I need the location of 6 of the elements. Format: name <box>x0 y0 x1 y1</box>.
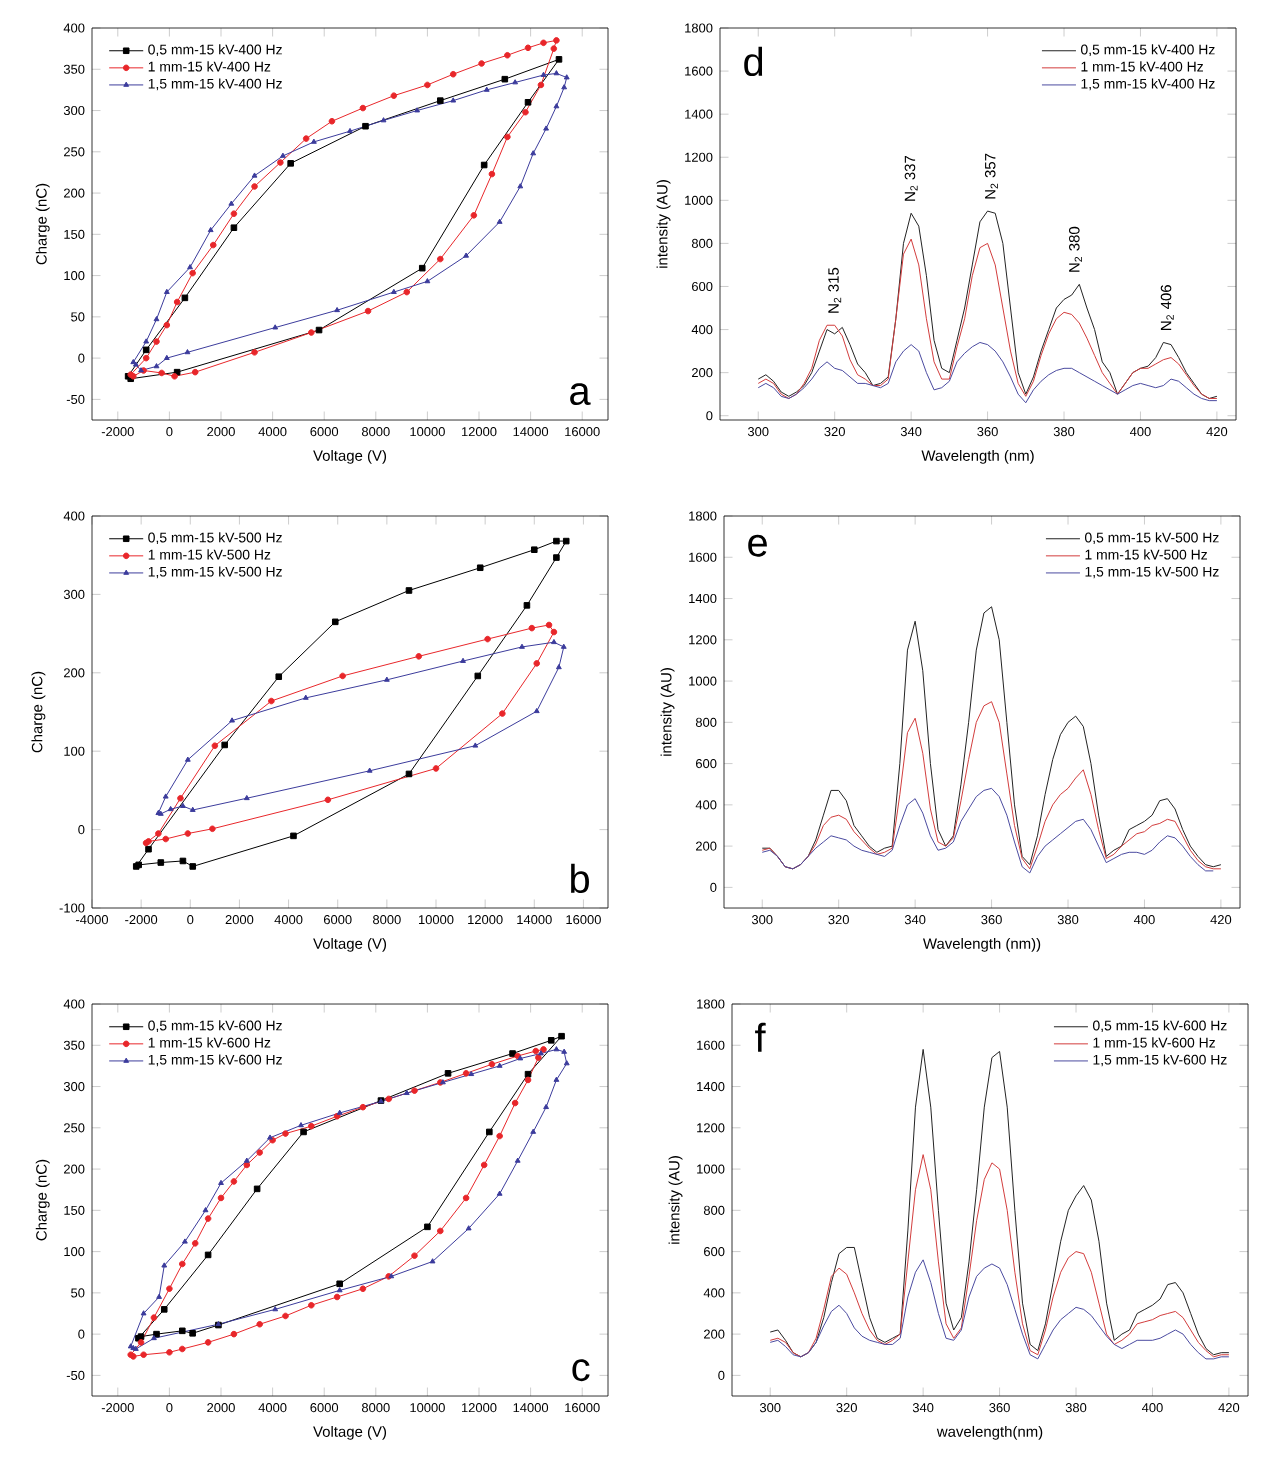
annotation: c <box>572 1359 590 1382</box>
annotation: f <box>755 1022 766 1052</box>
annotation: b <box>571 863 589 894</box>
annotation: e <box>748 534 767 557</box>
annotation: d <box>744 46 763 77</box>
annotation: a <box>570 383 591 406</box>
